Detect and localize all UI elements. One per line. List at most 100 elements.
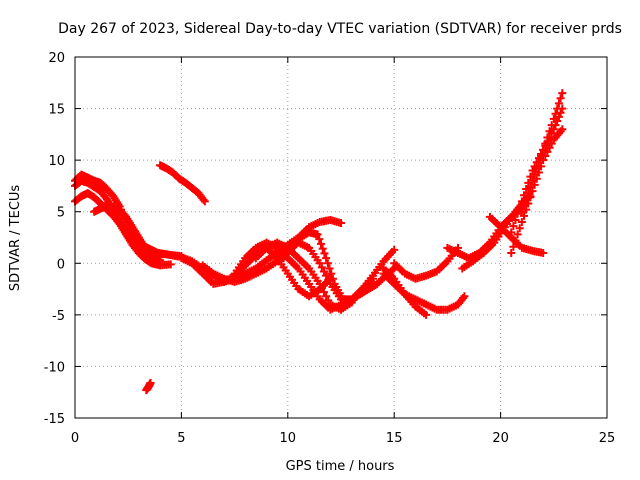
data-point — [319, 288, 328, 297]
data-point — [556, 108, 565, 117]
data-point — [524, 189, 533, 198]
data-point — [156, 256, 165, 265]
data-point — [390, 245, 399, 254]
data-point — [517, 218, 526, 227]
data-point — [551, 109, 560, 118]
y-tick-label: 10 — [48, 154, 65, 169]
y-tick-label: -15 — [44, 412, 65, 427]
axis-ticks: 0 5 10 15 20 25 -15 -10 -5 0 5 10 15 20 — [44, 51, 616, 446]
data-point — [422, 310, 431, 319]
data-point — [543, 147, 552, 156]
series-arc-4h — [156, 161, 209, 206]
data-point — [199, 195, 208, 204]
data-point — [317, 284, 326, 293]
x-tick-label: 15 — [386, 431, 403, 446]
data-point — [507, 248, 516, 257]
data-point — [530, 170, 539, 179]
data-point — [511, 215, 520, 224]
data-point — [530, 180, 539, 189]
data-point — [520, 191, 529, 200]
y-tick-label: 0 — [57, 257, 65, 272]
data-point — [315, 235, 324, 244]
data-point — [539, 156, 548, 165]
data-point — [513, 230, 522, 239]
data-point — [543, 133, 552, 142]
data-point — [532, 174, 541, 183]
x-tick-label: 20 — [492, 431, 509, 446]
data-point — [534, 158, 543, 167]
data-point — [316, 239, 325, 248]
data-point — [558, 125, 567, 134]
data-point — [460, 292, 469, 301]
data-point — [317, 263, 326, 272]
series-arc-outlier — [142, 378, 155, 395]
data-point — [322, 271, 331, 280]
data-point — [200, 197, 209, 206]
data-point — [146, 378, 155, 387]
data-point — [322, 254, 331, 263]
x-tick-label: 0 — [71, 431, 79, 446]
data-point — [522, 205, 531, 214]
series-arc-late-7 — [507, 125, 567, 257]
data-point — [520, 201, 529, 210]
data-point — [520, 211, 529, 220]
data-point — [524, 178, 533, 187]
data-point — [325, 264, 334, 273]
series-arc-early-4 — [90, 201, 165, 265]
data-point — [526, 182, 535, 191]
data-point — [320, 249, 329, 258]
data-point — [322, 292, 331, 301]
y-tick-label: 15 — [48, 103, 65, 118]
data-point — [507, 228, 516, 237]
data-point — [549, 114, 558, 123]
data-point — [553, 104, 562, 113]
data-point — [509, 222, 518, 231]
data-point — [528, 166, 537, 175]
data-point — [526, 193, 535, 202]
data-point — [524, 199, 533, 208]
data-point — [549, 125, 558, 134]
series-arc-late-2 — [379, 264, 431, 319]
data-point — [526, 172, 535, 181]
data-point — [166, 260, 175, 269]
data-point — [528, 187, 537, 196]
data-point — [537, 152, 546, 161]
y-tick-label: 20 — [48, 51, 65, 66]
data-point — [318, 244, 327, 253]
chart-title: Day 267 of 2023, Sidereal Day-to-day VTE… — [58, 21, 622, 37]
y-tick-label: 5 — [57, 206, 65, 221]
data-point — [459, 293, 468, 302]
data-point — [515, 224, 524, 233]
data-point — [539, 248, 548, 257]
grid — [75, 57, 607, 418]
data-point — [513, 209, 522, 218]
series-arc-mid-6 — [279, 228, 399, 304]
data-point — [534, 168, 543, 177]
data-point — [547, 121, 556, 130]
data-point — [515, 203, 524, 212]
data-point — [556, 94, 565, 103]
data-point — [528, 176, 537, 185]
data-point — [327, 269, 336, 278]
data-point — [324, 275, 333, 284]
data-point — [315, 259, 324, 268]
data-point — [319, 267, 328, 276]
data-points — [71, 89, 567, 395]
y-tick-label: -5 — [52, 309, 65, 324]
data-point — [522, 195, 531, 204]
x-tick-label: 5 — [177, 431, 185, 446]
data-point — [517, 197, 526, 206]
plot-frame — [74, 56, 608, 419]
data-point — [539, 145, 548, 154]
x-axis-label: GPS time / hours — [286, 459, 395, 474]
data-point — [315, 279, 324, 288]
data-point — [545, 127, 554, 136]
y-tick-label: -10 — [44, 360, 65, 375]
series-arc-late-1 — [379, 269, 469, 314]
data-point — [337, 219, 345, 228]
x-tick-label: 25 — [599, 431, 616, 446]
y-axis-label: SDTVAR / TECUs — [8, 185, 23, 292]
data-point — [517, 207, 526, 216]
data-point — [324, 296, 333, 305]
